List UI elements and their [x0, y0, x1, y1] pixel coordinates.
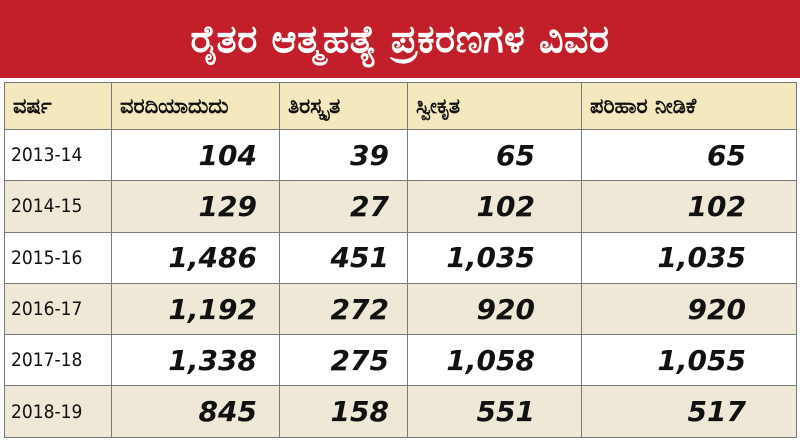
compensated-cell: 920	[581, 282, 797, 336]
year-cell: 2013-14	[4, 128, 112, 182]
table-row: 2015-16 1,486 451 1,035 1,035	[4, 231, 797, 284]
reported-cell: 845	[111, 385, 280, 438]
accepted-cell: 1,035	[407, 231, 582, 284]
header-row: ವರ್ಷ ವರದಿಯಾದುದು ತಿರಸ್ಕೃತ ಸ್ವೀಕೃತ ಪರಿಹಾರ …	[4, 82, 797, 130]
column-header: ವರದಿಯಾದುದು	[111, 82, 280, 130]
column-header: ಪರಿಹಾರ ನೀಡಿಕೆ	[581, 82, 797, 130]
accepted-cell: 1,058	[407, 334, 582, 387]
compensated-cell: 65	[581, 128, 797, 182]
reported-cell: 1,338	[111, 334, 280, 387]
reported-cell: 1,192	[111, 282, 280, 336]
year-cell: 2014-15	[4, 180, 112, 233]
rejected-cell: 27	[279, 180, 408, 233]
column-header: ವರ್ಷ	[4, 82, 112, 130]
reported-cell: 104	[111, 128, 280, 182]
year-cell: 2016-17	[4, 282, 112, 336]
accepted-cell: 102	[407, 180, 582, 233]
rejected-cell: 275	[279, 334, 408, 387]
year-cell: 2017-18	[4, 334, 112, 387]
table-row: 2014-15 129 27 102 102	[4, 180, 797, 233]
rejected-cell: 272	[279, 282, 408, 336]
accepted-cell: 65	[407, 128, 582, 182]
column-header: ಸ್ವೀಕೃತ	[407, 82, 582, 130]
column-header: ತಿರಸ್ಕೃತ	[279, 82, 408, 130]
rejected-cell: 451	[279, 231, 408, 284]
compensated-cell: 102	[581, 180, 797, 233]
rejected-cell: 158	[279, 385, 408, 438]
table-title: ರೈತರ ಆತ್ಮಹತ್ಯೆ ಪ್ರಕರಣಗಳ ವಿವರ	[0, 0, 800, 78]
year-cell: 2015-16	[4, 231, 112, 284]
table-row: 2016-17 1,192 272 920 920	[4, 282, 797, 336]
accepted-cell: 920	[407, 282, 582, 336]
data-table: ವರ್ಷ ವರದಿಯಾದುದು ತಿರಸ್ಕೃತ ಸ್ವೀಕೃತ ಪರಿಹಾರ …	[4, 82, 797, 438]
accepted-cell: 551	[407, 385, 582, 438]
reported-cell: 129	[111, 180, 280, 233]
reported-cell: 1,486	[111, 231, 280, 284]
year-cell: 2018-19	[4, 385, 112, 438]
compensated-cell: 517	[581, 385, 797, 438]
compensated-cell: 1,035	[581, 231, 797, 284]
table-row: 2018-19 845 158 551 517	[4, 385, 797, 438]
table-row: 2013-14 104 39 65 65	[4, 128, 797, 182]
rejected-cell: 39	[279, 128, 408, 182]
table-row: 2017-18 1,338 275 1,058 1,055	[4, 334, 797, 387]
compensated-cell: 1,055	[581, 334, 797, 387]
